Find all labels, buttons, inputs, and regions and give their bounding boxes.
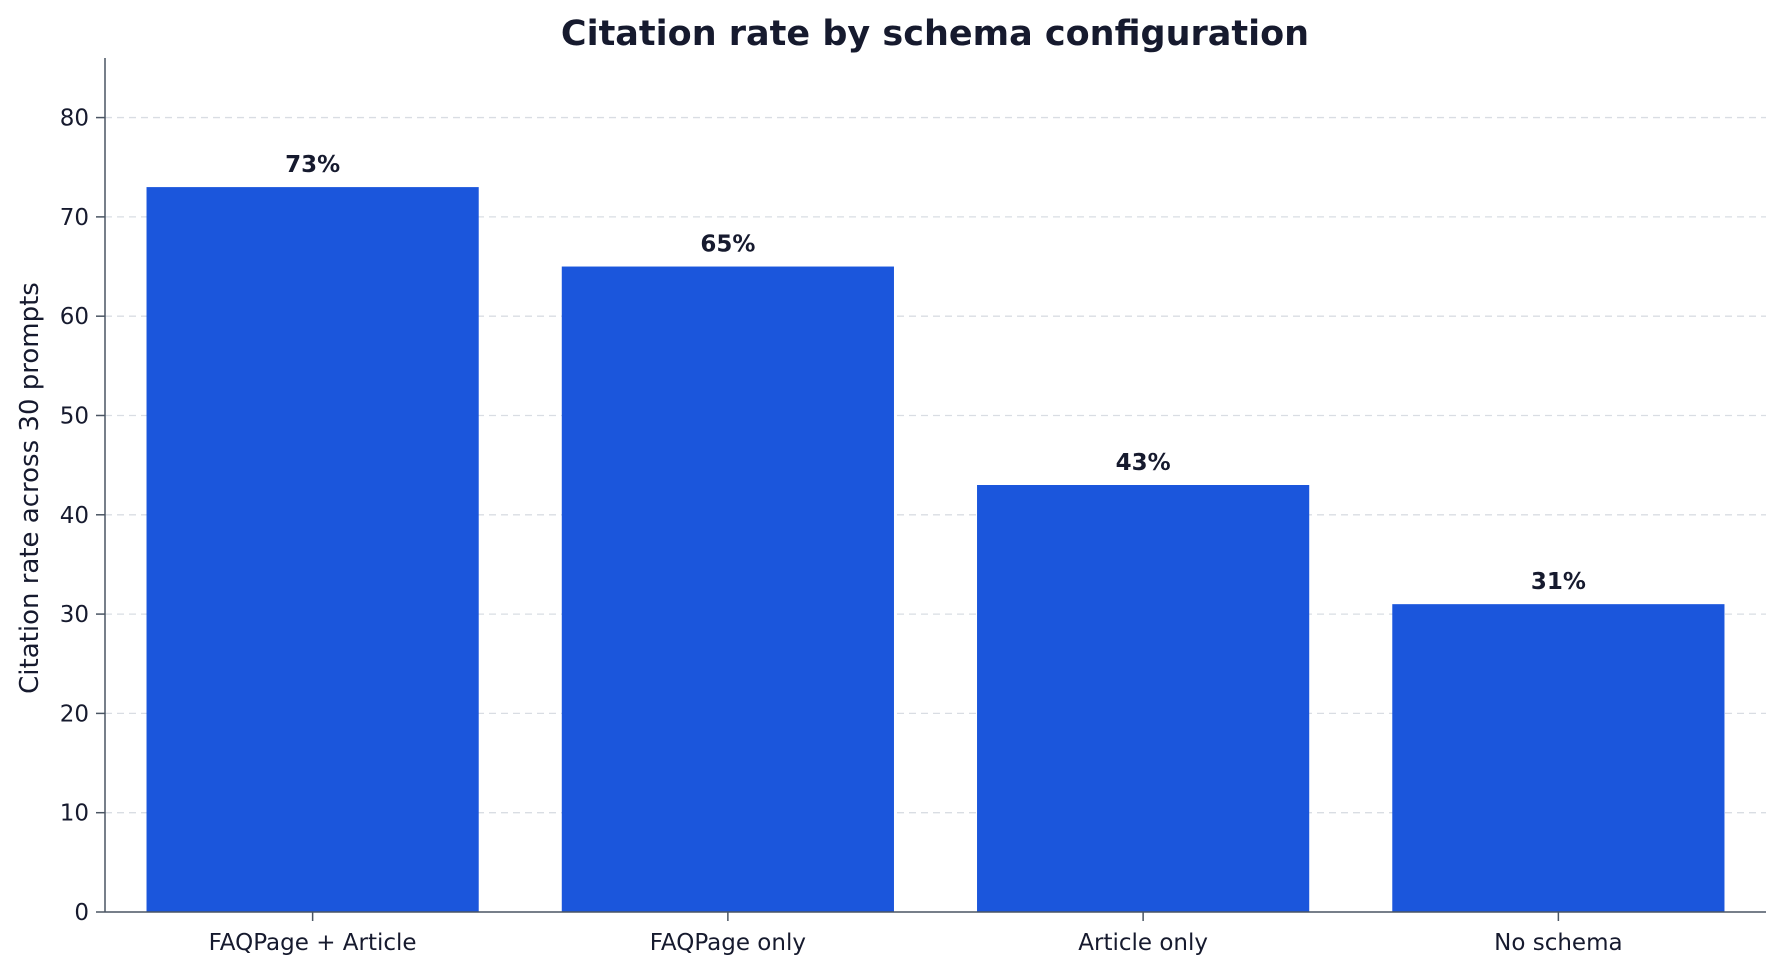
y-tick-label: 60 — [60, 304, 89, 330]
x-axis-ticks: FAQPage + Article FAQPage only Article onl… — [209, 912, 1623, 956]
y-axis-label: Citation rate across 30 prompts — [15, 282, 45, 694]
axes — [104, 58, 1766, 913]
y-tick-label: 70 — [60, 205, 89, 231]
y-tick-label: 50 — [60, 403, 89, 429]
y-axis-ticks: 0 10 20 30 40 50 60 70 80 — [60, 106, 105, 926]
bar — [146, 187, 479, 912]
value-label: 43% — [1116, 450, 1171, 476]
x-tick-label: FAQPage only — [650, 930, 806, 956]
value-labels: 73% 65% 43% 31% — [285, 152, 1586, 595]
x-tick-label: FAQPage + Article — [209, 930, 417, 956]
bar — [1392, 604, 1725, 912]
value-label: 65% — [700, 232, 755, 258]
value-label: 31% — [1531, 569, 1586, 595]
bar — [977, 485, 1310, 912]
chart-title: Citation rate by schema configuration — [561, 14, 1309, 54]
x-tick-label: Article only — [1078, 930, 1208, 956]
bars — [146, 187, 1725, 912]
value-label: 73% — [285, 152, 340, 178]
y-tick-label: 20 — [60, 701, 89, 727]
y-tick-label: 0 — [74, 900, 89, 926]
y-tick-label: 10 — [60, 801, 89, 827]
bar — [561, 266, 894, 912]
y-tick-label: 80 — [60, 106, 89, 132]
y-tick-label: 40 — [60, 503, 89, 529]
y-tick-label: 30 — [60, 602, 89, 628]
x-tick-label: No schema — [1494, 930, 1622, 956]
